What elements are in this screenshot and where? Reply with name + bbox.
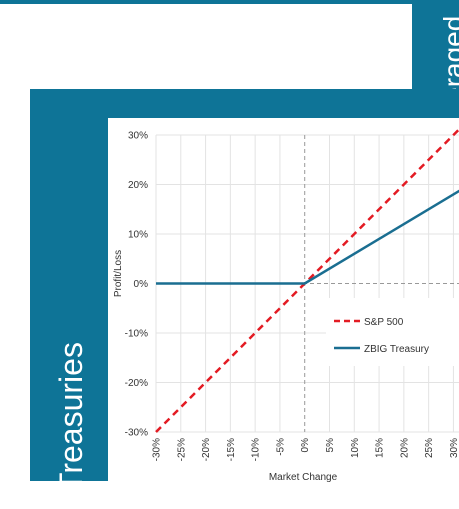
x-tick-label: 15% — [375, 438, 386, 458]
x-axis-label: Market Change — [269, 472, 338, 483]
y-tick-label: -20% — [125, 378, 148, 389]
x-tick-labels: -30% -25% -20% -15% -10% -5% 0% 5% 10% 15% 20% 25% 3… — [152, 438, 459, 461]
profit-loss-chart: 30% 20% 10% 0% -10% -20% -30% -30% -25% -20% -15%… — [113, 127, 459, 483]
series-lines — [155, 127, 459, 433]
chart-panel: 30% 20% 10% 0% -10% -20% -30% -30% -25% -20% -15%… — [108, 118, 459, 489]
y-axis-label: Profit/Loss — [113, 250, 124, 297]
x-tick-label: -25% — [176, 438, 187, 461]
x-tick-label: 10% — [350, 438, 361, 458]
x-tick-label: 5% — [325, 438, 336, 453]
y-tick-label: -30% — [125, 428, 148, 439]
x-tick-label: 25% — [424, 438, 435, 458]
series-line-zbig — [156, 189, 459, 285]
y-tick-label: 30% — [128, 131, 148, 142]
x-tick-label: 30% — [449, 438, 459, 458]
x-tick-label: 0% — [300, 438, 311, 453]
x-tick-label: -20% — [201, 438, 212, 461]
y-tick-label: 10% — [128, 230, 148, 241]
y-tick-label: -10% — [125, 329, 148, 340]
x-tick-label: -10% — [251, 438, 262, 461]
x-tick-label: -15% — [226, 438, 237, 461]
y-tick-labels: 30% 20% 10% 0% -10% -20% -30% — [125, 131, 148, 439]
legend: S&P 500 ZBIG Treasury — [326, 298, 459, 366]
series-line-sp500 — [155, 127, 459, 433]
top-banner-strip — [0, 0, 459, 4]
x-tick-label: -5% — [275, 438, 286, 456]
y-tick-label: 0% — [134, 279, 149, 290]
legend-label-zbig: ZBIG Treasury — [364, 344, 429, 355]
y-tick-label: 20% — [128, 180, 148, 191]
side-title: Treasuries — [53, 342, 89, 492]
legend-box — [326, 298, 459, 366]
legend-label-sp500: S&P 500 — [364, 317, 404, 328]
x-tick-label: 20% — [399, 438, 410, 458]
x-tick-label: -30% — [152, 438, 163, 461]
